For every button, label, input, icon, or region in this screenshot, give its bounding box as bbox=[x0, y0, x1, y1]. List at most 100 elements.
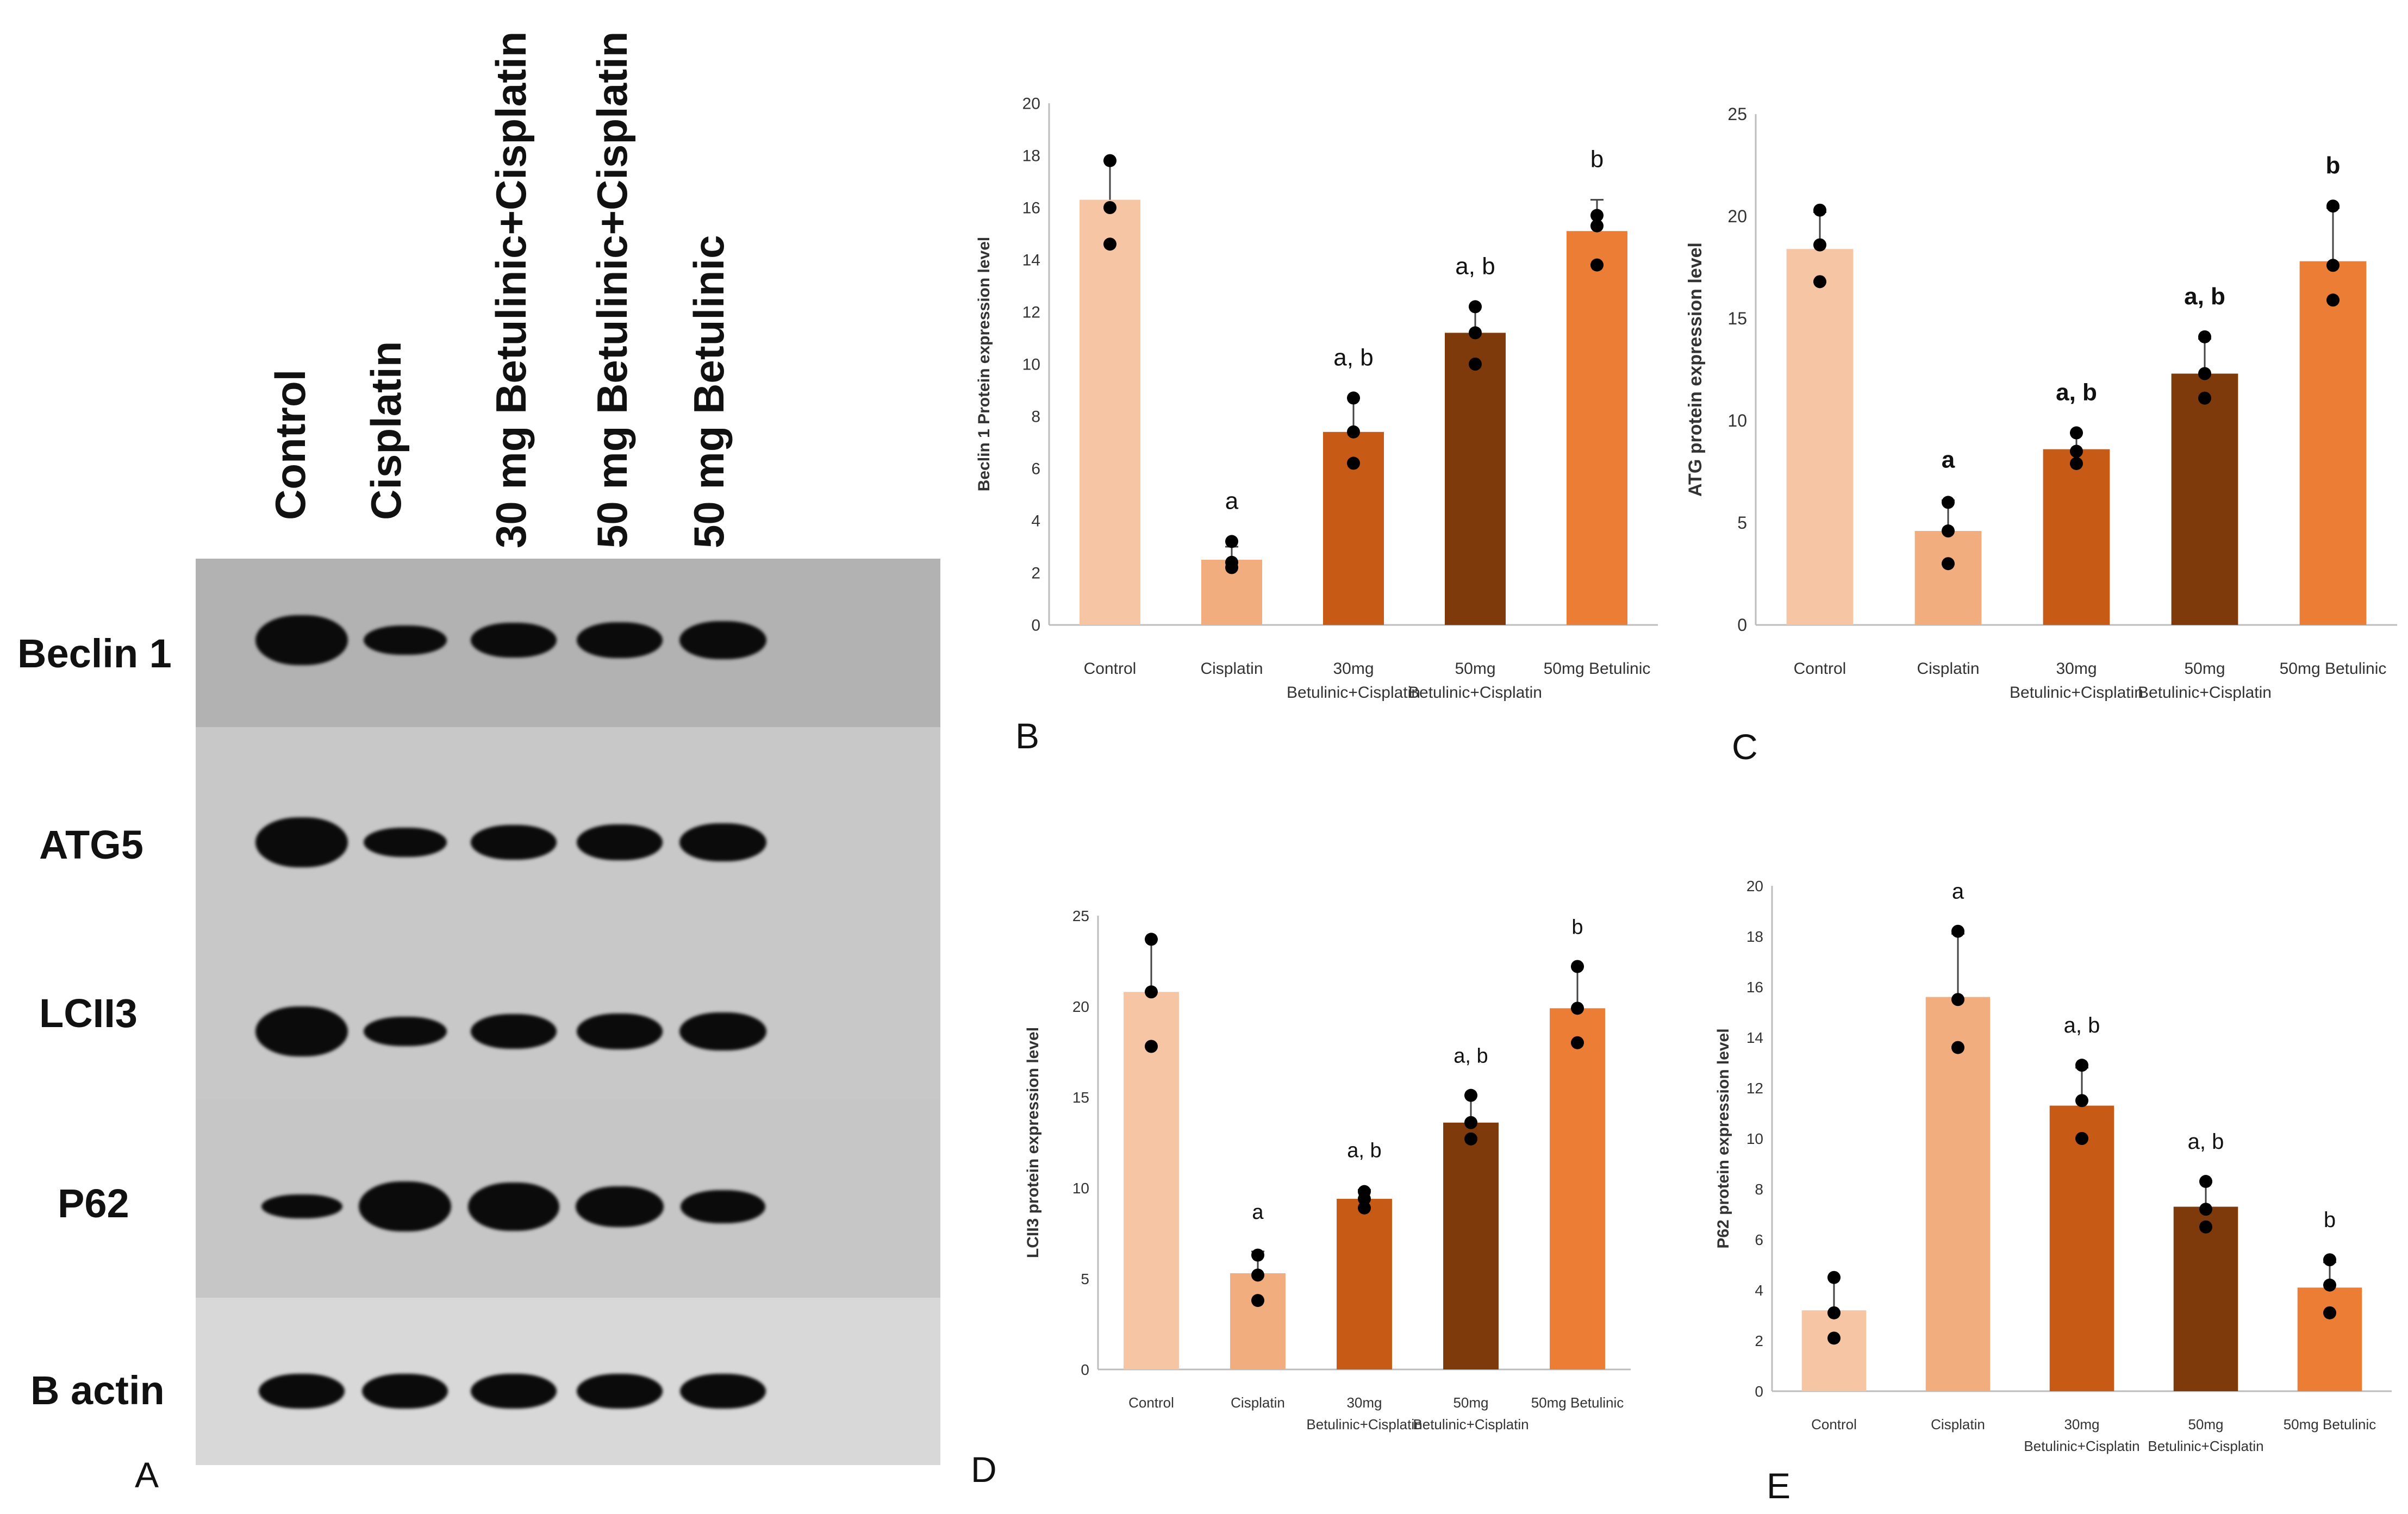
data-point bbox=[1571, 1002, 1584, 1015]
y-tick-label: 18 bbox=[1022, 147, 1040, 165]
data-point bbox=[1251, 1248, 1264, 1262]
blot-band bbox=[679, 823, 766, 861]
y-tick-label: 10 bbox=[1072, 1180, 1089, 1197]
y-tick-label: 5 bbox=[1081, 1271, 1089, 1287]
y-tick-label: 5 bbox=[1737, 513, 1747, 533]
significance-label: a, b bbox=[1333, 344, 1373, 371]
panel-letter-a: A bbox=[135, 1455, 159, 1495]
blot-band bbox=[363, 828, 447, 857]
x-tick-label: 30mg bbox=[2056, 660, 2097, 678]
data-point bbox=[1145, 933, 1158, 946]
data-point bbox=[1590, 209, 1604, 222]
protein-label-p62: P62 bbox=[58, 1181, 129, 1226]
x-tick-label: 50mg Betulinic bbox=[2284, 1416, 2376, 1432]
data-point bbox=[1103, 237, 1116, 251]
bar bbox=[1567, 231, 1627, 625]
data-point bbox=[1251, 1268, 1264, 1282]
data-point bbox=[2326, 199, 2340, 213]
x-tick-label: Betulinic+Cisplatin bbox=[1413, 1416, 1529, 1432]
data-point bbox=[1469, 326, 1482, 340]
blot-band bbox=[471, 623, 557, 658]
data-point bbox=[2199, 1175, 2212, 1188]
blot-band bbox=[255, 1006, 348, 1056]
x-tick-label: 50mg bbox=[1455, 660, 1495, 678]
protein-label-atg5: ATG5 bbox=[39, 822, 144, 867]
x-tick-label: Control bbox=[1128, 1394, 1174, 1411]
panel-letter-d: D bbox=[971, 1449, 997, 1490]
y-tick-label: 10 bbox=[1746, 1130, 1763, 1147]
blot-band bbox=[577, 824, 663, 860]
x-tick-label: 50mg bbox=[2184, 660, 2225, 678]
data-point bbox=[1813, 203, 1826, 217]
data-point bbox=[1813, 275, 1826, 289]
x-tick-label: Betulinic+Cisplatin bbox=[2024, 1438, 2139, 1454]
data-point bbox=[1225, 535, 1238, 548]
bar bbox=[1786, 249, 1854, 625]
y-tick-label: 12 bbox=[1022, 304, 1040, 322]
x-tick-label: Cisplatin bbox=[1231, 1394, 1285, 1411]
y-tick-label: 20 bbox=[1022, 95, 1040, 113]
y-axis-label: ATG protein expression level bbox=[1685, 242, 1706, 497]
bar bbox=[1230, 1273, 1286, 1369]
data-point bbox=[1571, 1036, 1584, 1049]
significance-label: a bbox=[1252, 1201, 1264, 1224]
data-point bbox=[1951, 924, 1964, 938]
x-tick-label: 50mg bbox=[1453, 1394, 1488, 1411]
data-point bbox=[1464, 1116, 1477, 1129]
data-point bbox=[1951, 993, 1964, 1006]
x-tick-label: 50mg Betulinic bbox=[2280, 660, 2387, 678]
data-point bbox=[1469, 300, 1482, 314]
data-point bbox=[1145, 1040, 1158, 1053]
bar bbox=[1550, 1008, 1605, 1369]
data-point bbox=[1251, 1294, 1264, 1307]
x-tick-label: 30mg bbox=[2064, 1416, 2099, 1432]
data-point bbox=[2326, 259, 2340, 272]
blot-band bbox=[577, 622, 663, 658]
data-point bbox=[1827, 1331, 1841, 1345]
bar bbox=[1801, 1310, 1867, 1391]
data-point bbox=[1358, 1192, 1371, 1206]
y-tick-label: 20 bbox=[1072, 998, 1089, 1015]
significance-label: a, b bbox=[2064, 1013, 2100, 1037]
chart-beclin1: 0 2 4 6 8 10 12 14 16 18 20 Beclin 1 Protein expres… bbox=[975, 95, 1658, 702]
significance-label: a, b bbox=[1455, 253, 1495, 279]
data-point bbox=[1813, 238, 1826, 252]
band-layer bbox=[0, 0, 957, 1514]
y-tick-label: 20 bbox=[1727, 207, 1747, 226]
y-tick-label: 0 bbox=[1755, 1383, 1763, 1400]
y-tick-label: 8 bbox=[1755, 1181, 1763, 1198]
blot-band bbox=[471, 825, 557, 860]
data-point bbox=[2198, 330, 2211, 343]
significance-label: a, b bbox=[2188, 1130, 2224, 1154]
y-tick-label: 0 bbox=[1031, 617, 1040, 635]
blot-band bbox=[681, 1190, 765, 1223]
blot-band bbox=[576, 1186, 664, 1227]
y-tick-label: 10 bbox=[1022, 356, 1040, 374]
y-axis-label: Beclin 1 Protein expression level bbox=[975, 237, 993, 492]
y-tick-label: 12 bbox=[1746, 1080, 1763, 1097]
significance-label: b bbox=[2324, 1208, 2336, 1232]
significance-label: a bbox=[1952, 880, 1964, 904]
data-point bbox=[1225, 561, 1238, 574]
y-tick-label: 16 bbox=[1022, 199, 1040, 217]
blot-band bbox=[359, 1181, 451, 1231]
panel-letter-b: B bbox=[1015, 716, 1040, 756]
x-tick-label: Control bbox=[1794, 660, 1846, 678]
y-tick-label: 25 bbox=[1727, 104, 1747, 124]
bar bbox=[2299, 261, 2367, 625]
x-tick-label: 50mg Betulinic bbox=[1531, 1394, 1624, 1411]
y-tick-label: 2 bbox=[1031, 565, 1040, 583]
data-point bbox=[1358, 1201, 1371, 1215]
x-tick-label: Cisplatin bbox=[1917, 660, 1979, 678]
panel-letter-e: E bbox=[1767, 1466, 1791, 1506]
data-point bbox=[1827, 1306, 1841, 1319]
protein-label-lcii3: LCII3 bbox=[39, 991, 138, 1036]
blot-band bbox=[471, 1014, 557, 1049]
data-point bbox=[1942, 557, 1955, 571]
data-point bbox=[2199, 1203, 2212, 1216]
y-tick-label: 16 bbox=[1746, 979, 1763, 996]
blot-band bbox=[680, 1374, 766, 1409]
data-point bbox=[1103, 201, 1116, 214]
x-tick-label: Betulinic+Cisplatin bbox=[2010, 684, 2143, 702]
protein-label-beclin1: Beclin 1 bbox=[17, 631, 172, 676]
